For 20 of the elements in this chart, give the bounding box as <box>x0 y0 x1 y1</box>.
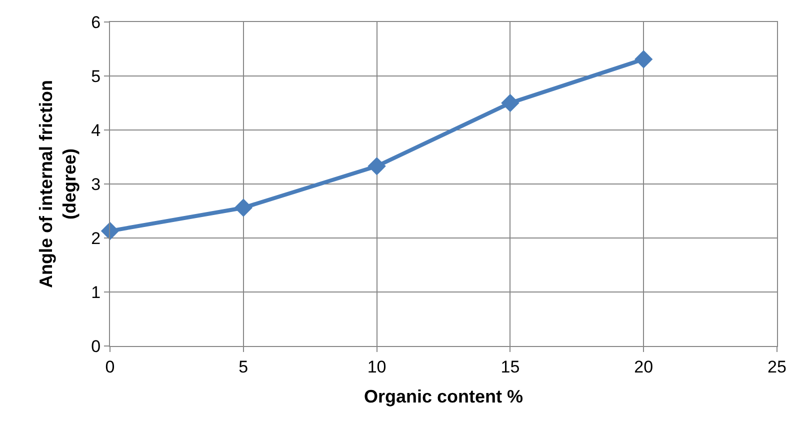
y-tick-label: 0 <box>91 336 101 356</box>
x-tick-label: 15 <box>500 357 520 376</box>
point <box>634 50 653 68</box>
y-tick-label: 5 <box>91 66 101 86</box>
x-tick-label: 0 <box>105 357 115 376</box>
point <box>234 198 252 217</box>
y-tick-label: 1 <box>91 282 101 302</box>
x-tick-label: 25 <box>768 357 786 376</box>
y-tick-label: 3 <box>91 174 101 194</box>
y-tick-label: 2 <box>91 228 101 248</box>
y-axis-title: Angle of internal friction (degree) <box>36 80 80 288</box>
x-tick-label: 10 <box>367 357 386 376</box>
x-tick-label: 5 <box>238 357 248 376</box>
point <box>501 94 520 112</box>
point <box>100 222 120 240</box>
x-axis-title: Organic content % <box>364 386 524 406</box>
y-tick-label: 6 <box>91 12 101 32</box>
x-tick-label: 20 <box>634 357 654 376</box>
point <box>368 157 386 176</box>
y-tick-label: 4 <box>91 120 101 140</box>
